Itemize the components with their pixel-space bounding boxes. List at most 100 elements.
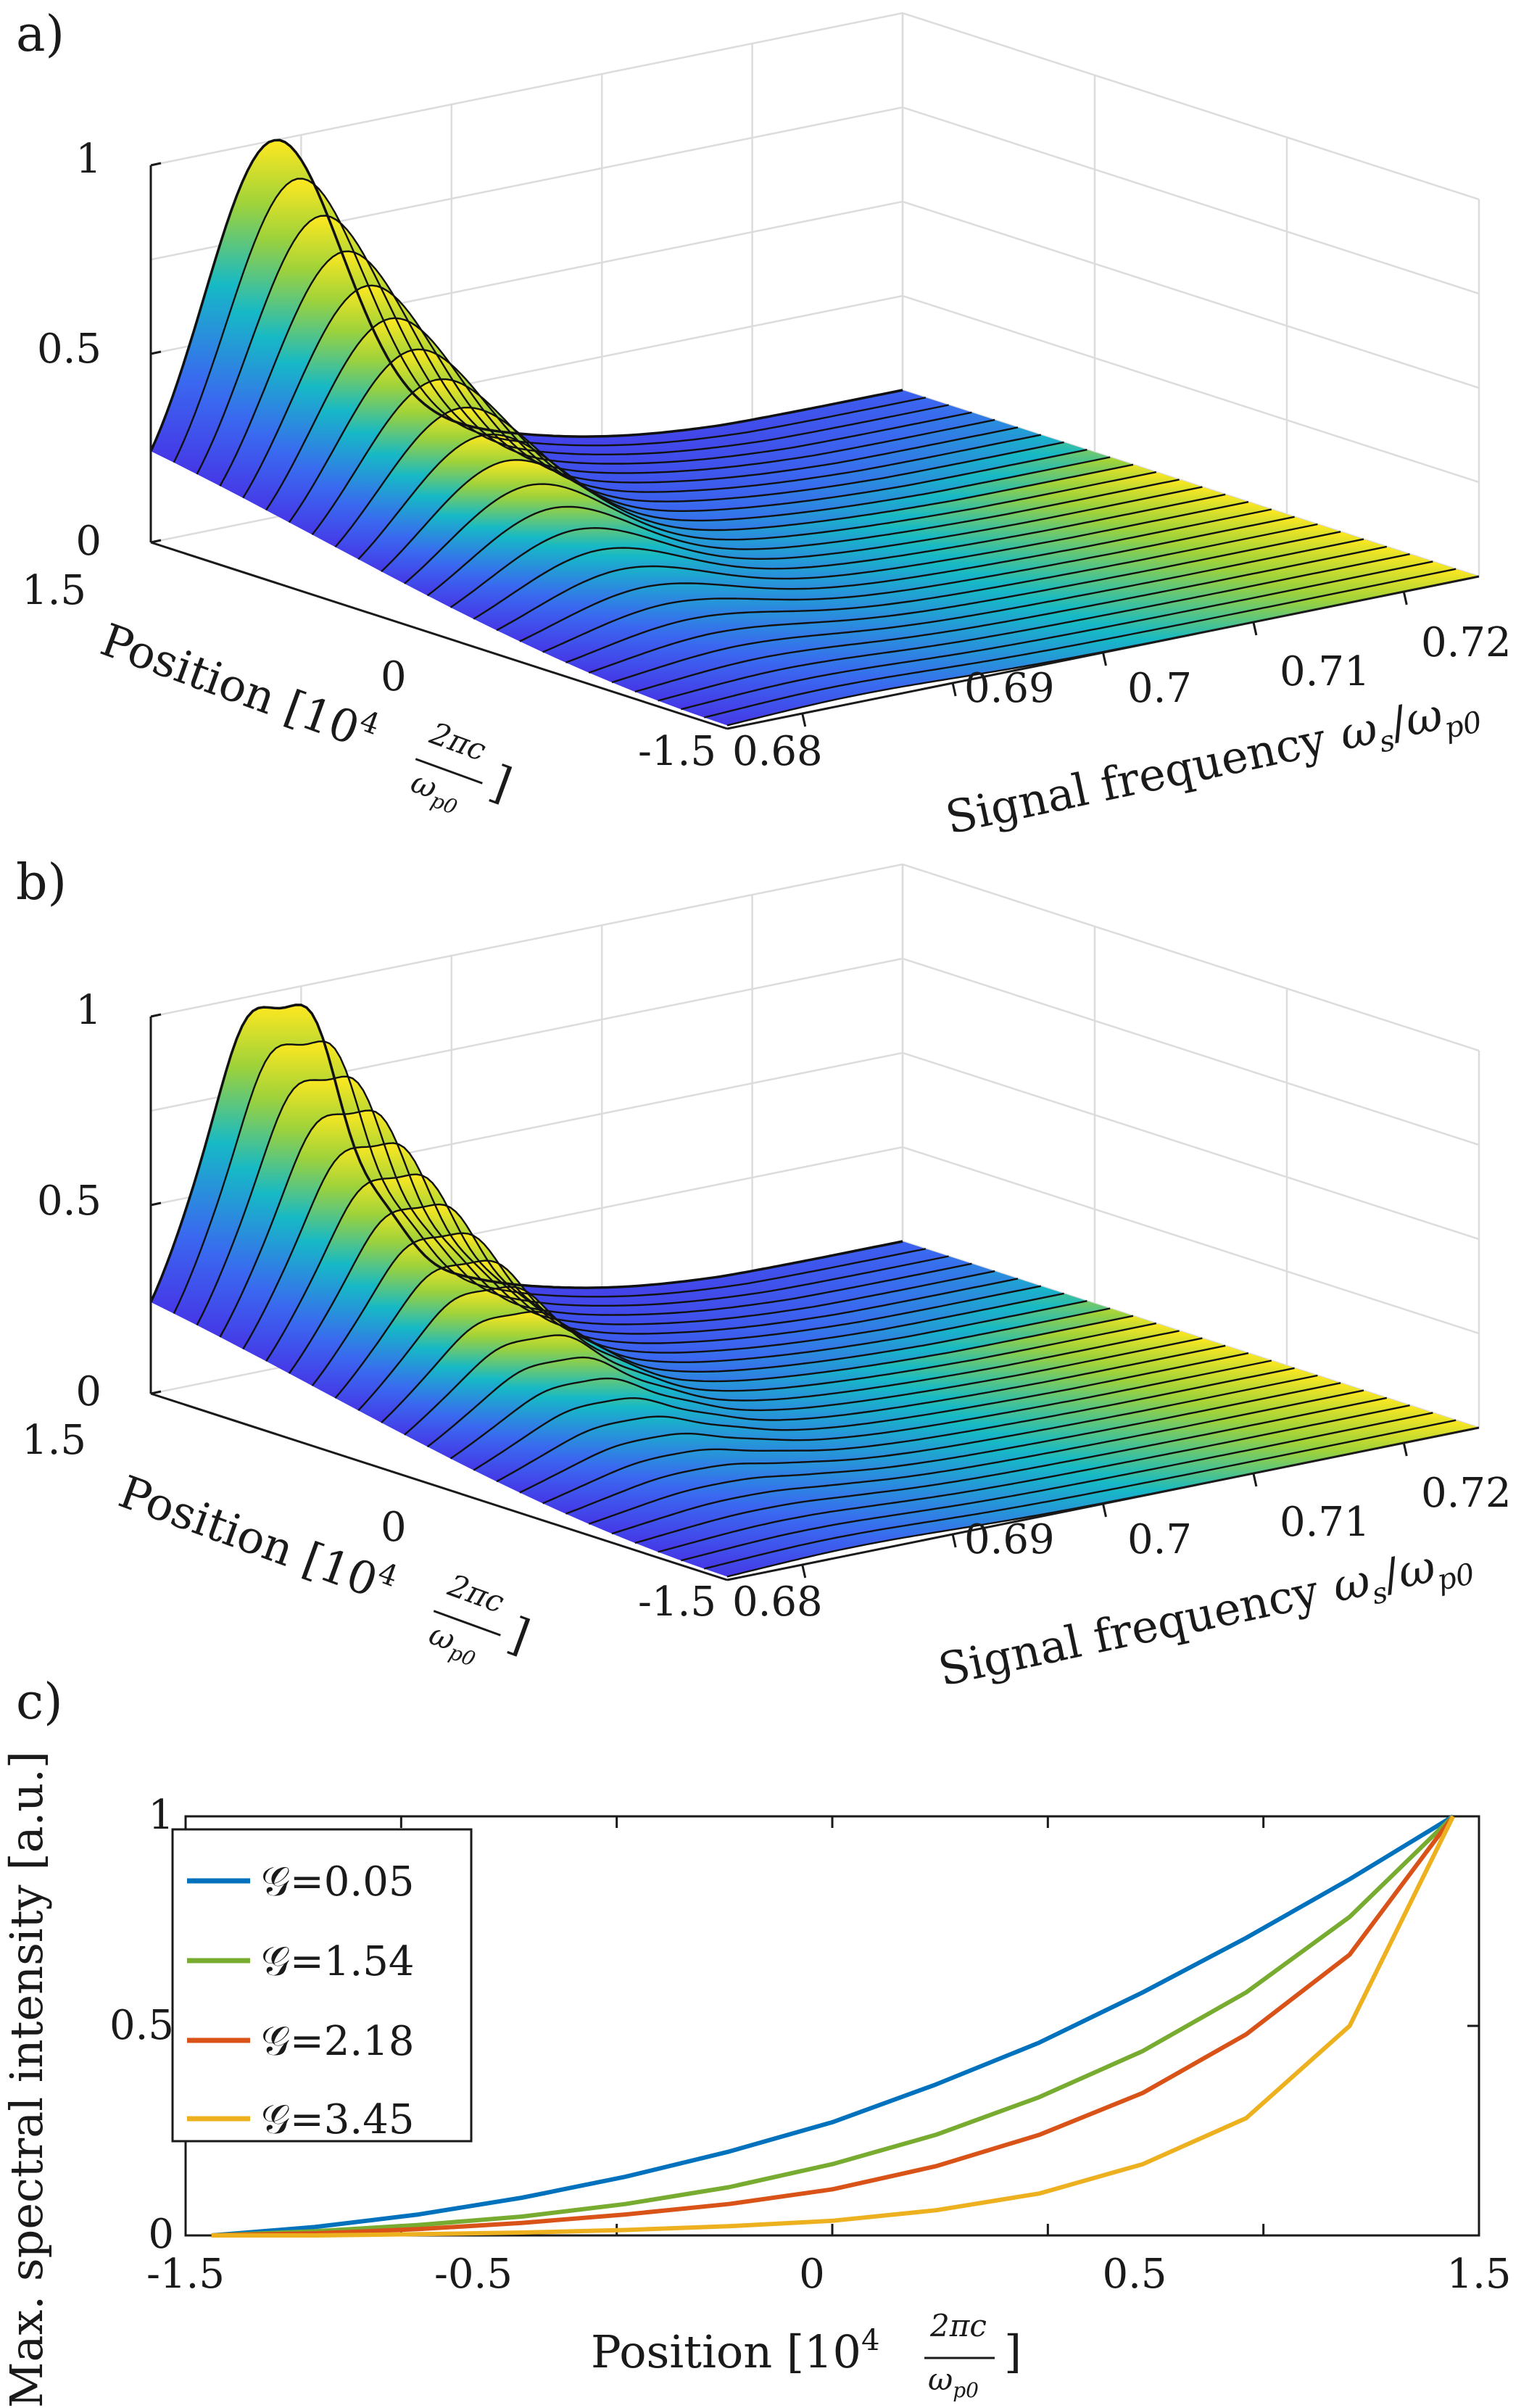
freq-tick-a-0.68: 0.68	[732, 728, 823, 775]
z-tick-b-1: 1	[75, 987, 101, 1034]
z-tick-a-0: 0	[75, 518, 101, 565]
surface-strip	[404, 472, 1180, 596]
surface-strip	[658, 1405, 1433, 1561]
surface-contour	[288, 1203, 1042, 1374]
freq-tick-a-0.7: 0.7	[1127, 665, 1192, 712]
position-axis-title-a: Position [104 2πc ωp0 ]	[94, 612, 518, 819]
surface-contour	[426, 1330, 1180, 1448]
surface-contour	[519, 508, 1272, 642]
surface-contour	[381, 459, 1134, 573]
surface-strip	[704, 1420, 1480, 1577]
legend-label-3: 𝒢=3.45	[261, 2096, 414, 2143]
x-tick-1.5: 1.5	[1446, 2251, 1511, 2298]
svg-text:2πc: 2πc	[425, 715, 491, 768]
z-tick-mark	[150, 350, 162, 355]
surface-b-mesh	[149, 1004, 1480, 1578]
svg-text:Position [104: Position [104	[94, 612, 384, 762]
x-tick-0: 0	[799, 2251, 825, 2298]
surface-strip	[450, 1338, 1226, 1470]
freq-tick-mark	[1252, 1473, 1258, 1487]
surface-contour	[565, 1374, 1318, 1515]
svg-text:Position [104: Position [104	[591, 2324, 879, 2378]
panel-label-b: b)	[16, 854, 67, 911]
x-tick--0.5: -0.5	[434, 2251, 513, 2298]
freq-tick-mark	[1402, 591, 1408, 605]
surface-contour	[426, 479, 1180, 597]
freq-tick-b-0.71: 0.71	[1280, 1499, 1370, 1546]
legend-label-1: 𝒢=1.54	[261, 1938, 414, 1985]
surface-contour	[658, 1404, 1410, 1553]
surface-contour	[542, 516, 1295, 653]
surface-strip	[589, 531, 1364, 683]
surface-contour	[611, 1389, 1364, 1535]
surface-contour	[519, 1360, 1272, 1494]
surface-contour	[473, 493, 1226, 620]
freq-tick-b-0.7: 0.7	[1127, 1516, 1192, 1563]
y-axis-title-c: Max. spectral intensity [a.u.]	[0, 1751, 53, 2408]
surface-contour	[149, 1004, 903, 1303]
series-line-3	[211, 1815, 1455, 2238]
surface-contour	[404, 471, 1157, 584]
z-tick-mark	[150, 1201, 162, 1207]
surface-contour	[311, 1232, 1064, 1386]
surface-contour	[288, 348, 1042, 524]
legend-label-0: 𝒢=0.05	[261, 1858, 414, 1906]
surface-b-axes	[149, 1013, 1480, 1581]
surface-contour	[173, 1040, 927, 1315]
surface-contour	[265, 1173, 1019, 1362]
svg-text:Position [104: Position [104	[112, 1464, 402, 1614]
line-chart-series	[211, 1814, 1455, 2238]
series-line-2	[211, 1815, 1455, 2238]
surface-contour	[449, 486, 1203, 608]
svg-text:2πc: 2πc	[929, 2308, 987, 2343]
surface-contour	[542, 1367, 1295, 1505]
position-axis-line	[150, 541, 728, 730]
freq-tick-b-0.69: 0.69	[964, 1516, 1055, 1563]
position-tick-a--1.5: -1.5	[638, 728, 716, 775]
series-line-1	[211, 1814, 1455, 2238]
freq-tick-mark	[1102, 1503, 1107, 1518]
svg-text:2πc: 2πc	[443, 1567, 509, 1620]
surface-contour	[588, 1382, 1341, 1525]
surface-contour	[196, 1075, 949, 1326]
legend-label-2: 𝒢=2.18	[261, 2018, 414, 2065]
z-tick-mark	[150, 162, 162, 167]
surface-strip	[589, 1383, 1364, 1534]
surface-strip	[565, 524, 1341, 673]
surface-strip	[266, 318, 1041, 523]
surface-contour	[311, 378, 1064, 536]
freq-tick-b-0.72: 0.72	[1421, 1470, 1512, 1517]
surface-a-axes	[149, 162, 1480, 730]
surface-strip	[473, 494, 1249, 631]
surface-contour	[634, 1397, 1388, 1544]
svg-text:]: ]	[1004, 2325, 1022, 2378]
surface-contour	[334, 1259, 1087, 1399]
svg-text:]: ]	[502, 1607, 536, 1663]
freq-tick-b-0.68: 0.68	[732, 1579, 823, 1626]
surface-strip	[519, 1360, 1295, 1504]
position-tick-b--1.5: -1.5	[638, 1579, 716, 1626]
x-tick-0.5: 0.5	[1102, 2251, 1167, 2298]
surface-contour	[149, 138, 903, 452]
surface-contour	[473, 1344, 1226, 1471]
panel-label-c: c)	[16, 1673, 63, 1731]
surface-strip	[519, 509, 1295, 653]
z-tick-b-0.5: 0.5	[37, 1178, 101, 1225]
surface-strip	[704, 568, 1480, 726]
y-tick-0.5: 0.5	[109, 2002, 174, 2049]
surface-contour	[496, 1352, 1249, 1483]
position-tick-b-0: 0	[381, 1504, 407, 1551]
surface-contour	[196, 215, 949, 475]
surface-contour	[449, 1337, 1203, 1460]
x-axis-title-c: Position [104 2πc ωp0 ]	[591, 2308, 1022, 2402]
surface-strip	[450, 487, 1226, 619]
panel-label-a: a)	[16, 6, 65, 63]
surface-strip	[427, 479, 1203, 608]
surface-contour	[611, 538, 1364, 684]
svg-text:ωp0: ωp0	[928, 2362, 979, 2402]
surface-contour	[242, 1142, 995, 1350]
surface-contour	[588, 531, 1341, 674]
legend: 𝒢=0.05 𝒢=1.54 𝒢=2.18 𝒢=3.45	[171, 1828, 473, 2143]
surface-strip	[565, 1375, 1341, 1524]
